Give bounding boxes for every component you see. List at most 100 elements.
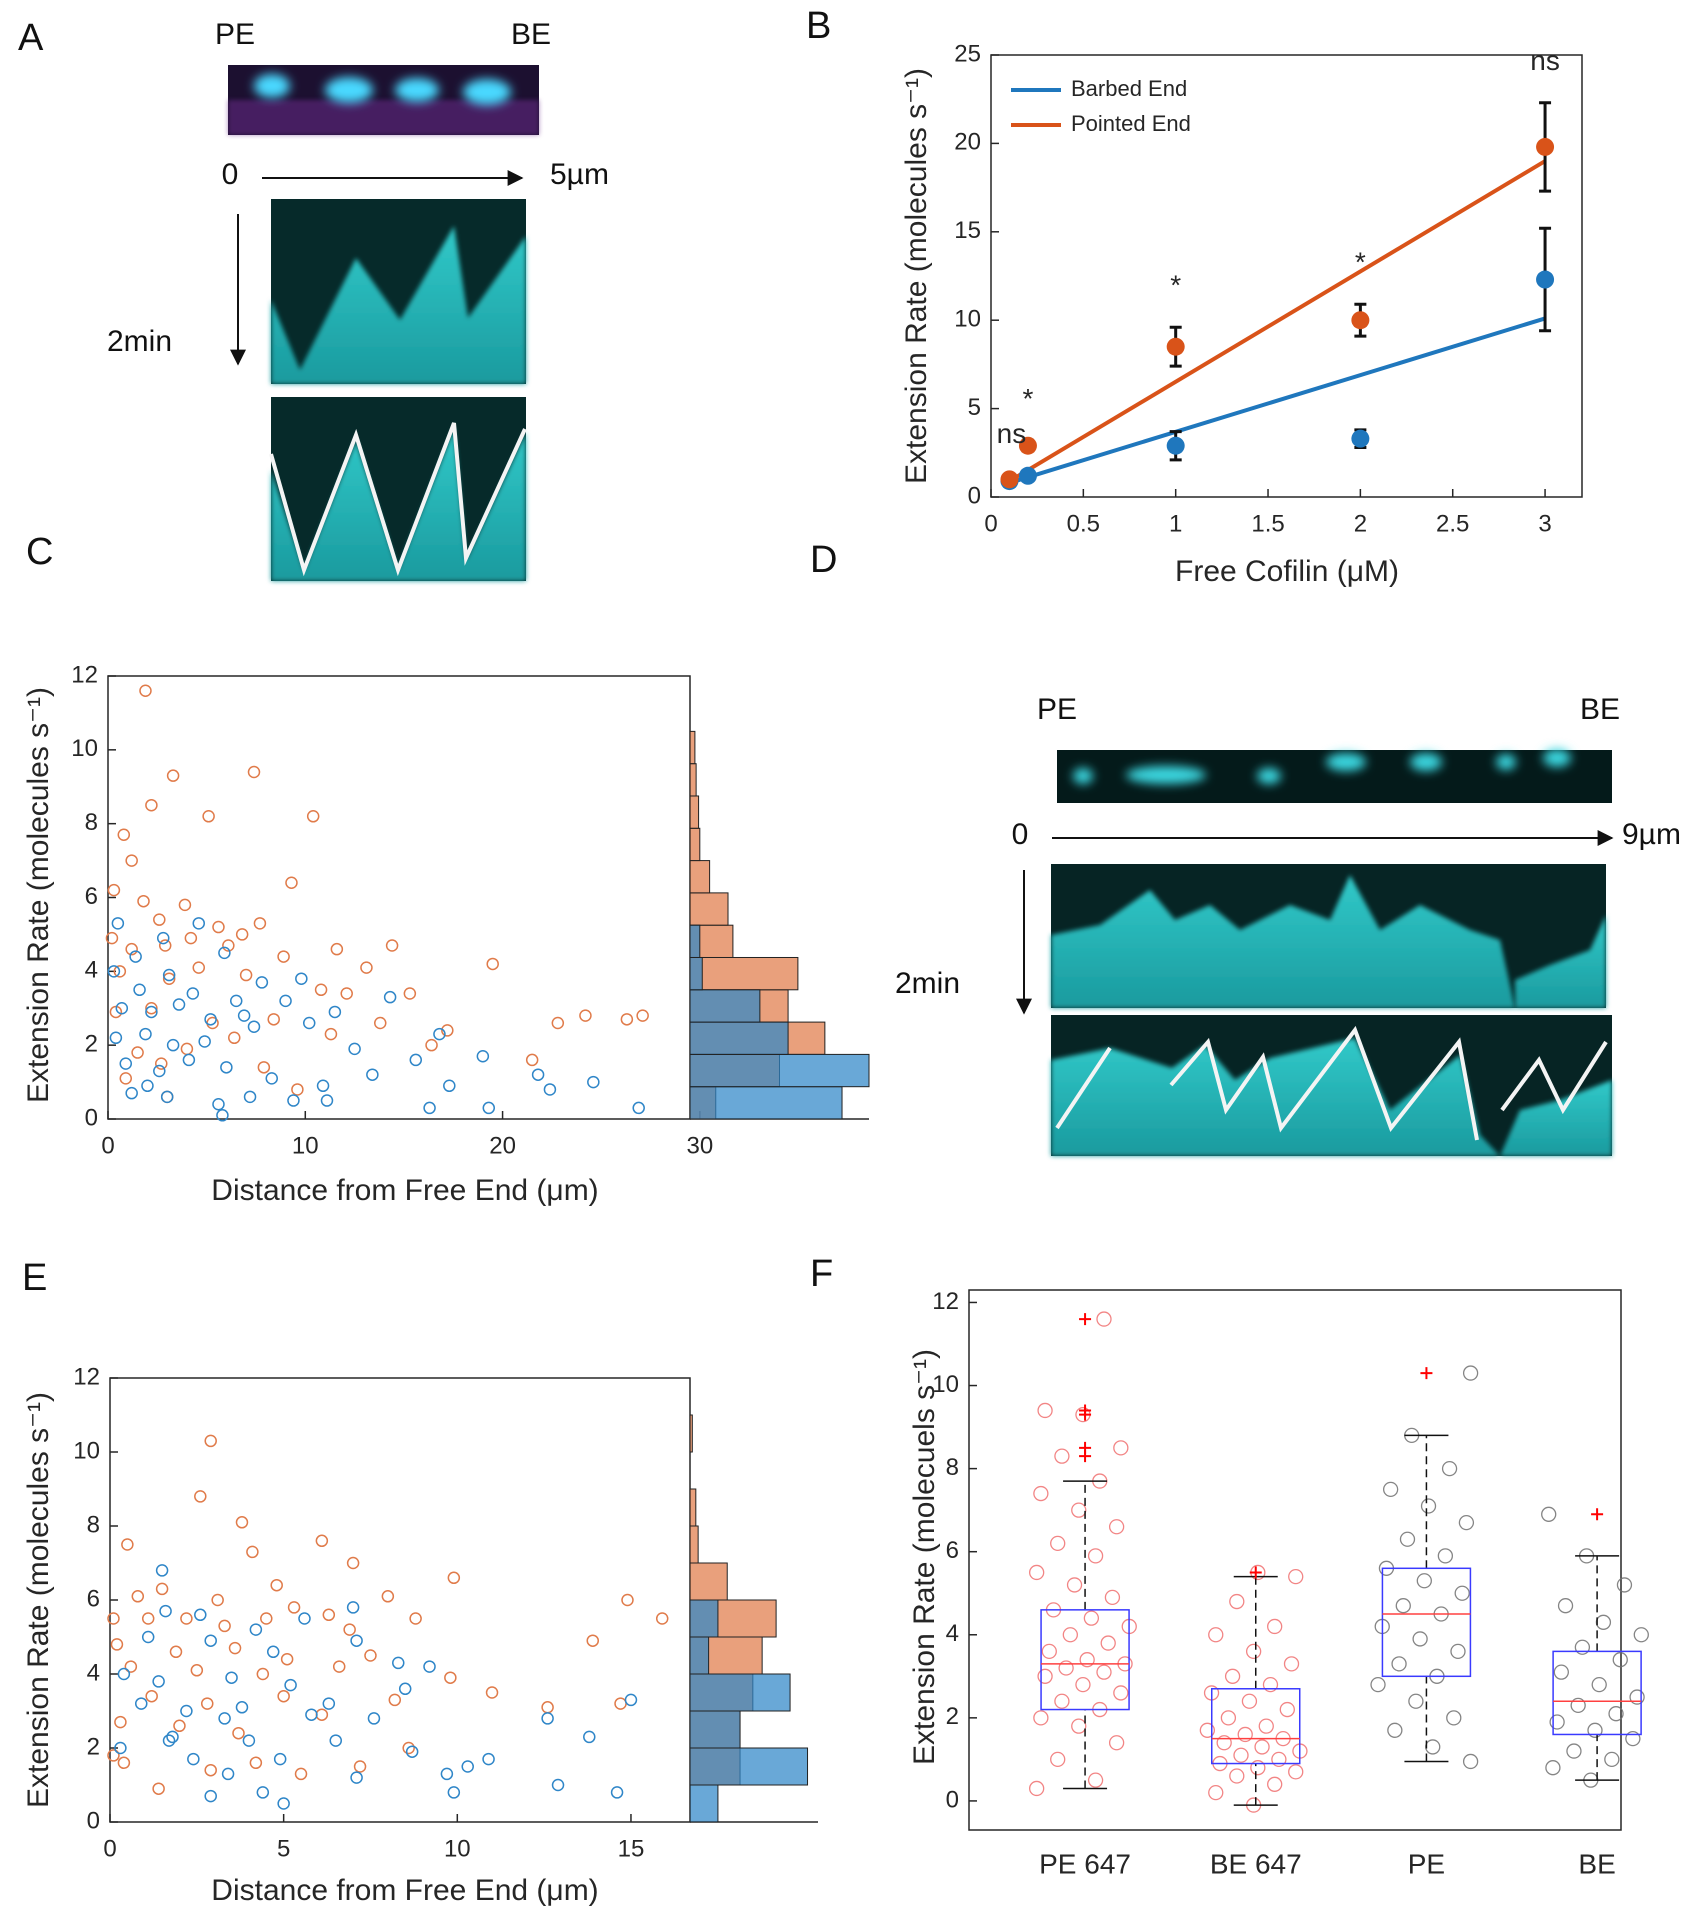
data-point <box>1462 1753 1479 1770</box>
data-point <box>366 1068 379 1081</box>
data-point <box>1208 1784 1224 1801</box>
data-point <box>145 1689 158 1703</box>
data-point <box>152 1675 165 1688</box>
data-point <box>153 1064 166 1078</box>
data-point <box>1267 1776 1283 1792</box>
data-point <box>225 1671 238 1684</box>
x-tick-label: 2 <box>1354 510 1367 537</box>
y-tick-label: 6 <box>946 1537 959 1564</box>
y-tick-label: 2 <box>85 1031 98 1058</box>
histogram-bar <box>689 1525 699 1564</box>
data-point <box>1083 1610 1100 1626</box>
histogram-bar <box>689 989 761 1023</box>
x-axis-label: Distance from Free End (μm) <box>211 1874 598 1907</box>
data-point <box>280 1652 294 1666</box>
data-point <box>541 1701 554 1714</box>
data-point <box>204 1763 217 1777</box>
y-tick-label: 4 <box>87 1659 100 1686</box>
data-point <box>173 1719 186 1733</box>
data-point <box>131 1046 144 1059</box>
significance-label: * <box>1355 247 1366 278</box>
y-tick-label: 12 <box>71 661 98 688</box>
data-point <box>260 1612 273 1625</box>
trace <box>1500 1040 1608 1115</box>
data-point <box>1250 1760 1266 1776</box>
data-point <box>1050 1535 1066 1552</box>
data-point <box>235 928 249 941</box>
data-point <box>178 898 192 912</box>
data-point <box>320 1094 334 1107</box>
data-point <box>1199 1722 1215 1738</box>
x-tick-label: 0 <box>101 1132 114 1159</box>
data-point <box>1037 1668 1053 1684</box>
data-point <box>256 1667 270 1681</box>
data-point <box>109 1031 123 1045</box>
data-point <box>204 1434 217 1448</box>
data-point <box>237 1009 251 1022</box>
data-point <box>235 1516 249 1529</box>
data-point <box>194 1490 207 1503</box>
data-point <box>145 798 158 812</box>
y-tick-label: 10 <box>932 1371 959 1398</box>
data-point <box>124 1660 138 1673</box>
data-point <box>125 1086 138 1100</box>
data-point <box>1267 1618 1283 1635</box>
data-point <box>360 961 373 974</box>
data-point <box>1033 1710 1049 1726</box>
data-point <box>266 1645 280 1659</box>
box <box>1552 1650 1642 1736</box>
data-point <box>162 1734 176 1747</box>
data-point <box>1241 1693 1258 1709</box>
x-tick-label: 0 <box>984 510 997 537</box>
data-point <box>1553 1664 1569 1680</box>
histogram-bar <box>689 1673 791 1712</box>
data-point <box>1087 1772 1104 1788</box>
data-point <box>107 965 121 978</box>
data-point <box>228 1641 242 1655</box>
data-point <box>405 1745 419 1758</box>
data-point <box>285 876 298 889</box>
data-point <box>620 1013 634 1026</box>
data-point <box>145 1002 158 1015</box>
data-point <box>1399 1531 1416 1547</box>
histogram-bar <box>689 1414 693 1453</box>
data-point <box>1412 1631 1428 1647</box>
data-point <box>1633 1627 1649 1643</box>
y-axis-label: Extension Rate (molecules s⁻¹) <box>22 1392 55 1808</box>
y-tick-label: 4 <box>85 957 98 984</box>
data-point <box>1229 1593 1245 1610</box>
data-point <box>141 1630 155 1644</box>
data-point <box>364 1649 377 1662</box>
panel-label: C <box>26 531 53 573</box>
data-point <box>551 1778 565 1792</box>
histogram-bar <box>689 1710 741 1749</box>
plot-frame <box>990 54 1583 498</box>
data-point <box>1229 1768 1245 1784</box>
data-point <box>111 917 125 930</box>
data-point <box>1100 1635 1116 1651</box>
data-point <box>315 1534 329 1548</box>
data-point <box>221 1767 235 1781</box>
x-tick-label: BE 647 <box>1210 1848 1302 1879</box>
data-point <box>1087 1548 1104 1564</box>
data-point <box>117 1667 131 1681</box>
data-point <box>255 976 269 989</box>
data-point <box>1018 466 1037 485</box>
data-point <box>204 1634 217 1647</box>
fit-line <box>1008 316 1546 485</box>
significance-label: ns <box>997 418 1027 449</box>
data-point <box>1058 1660 1074 1676</box>
data-point <box>423 1660 436 1673</box>
data-point <box>298 1612 311 1625</box>
data-point <box>235 1701 249 1714</box>
data-point <box>239 968 253 982</box>
data-point <box>624 1693 638 1707</box>
data-point <box>1566 1743 1582 1759</box>
data-point <box>291 1083 304 1096</box>
data-point <box>247 1020 261 1033</box>
data-point <box>180 1042 194 1056</box>
data-point <box>614 1697 627 1710</box>
data-point <box>1108 1735 1125 1751</box>
data-point <box>385 939 399 952</box>
data-point <box>1462 1365 1479 1381</box>
